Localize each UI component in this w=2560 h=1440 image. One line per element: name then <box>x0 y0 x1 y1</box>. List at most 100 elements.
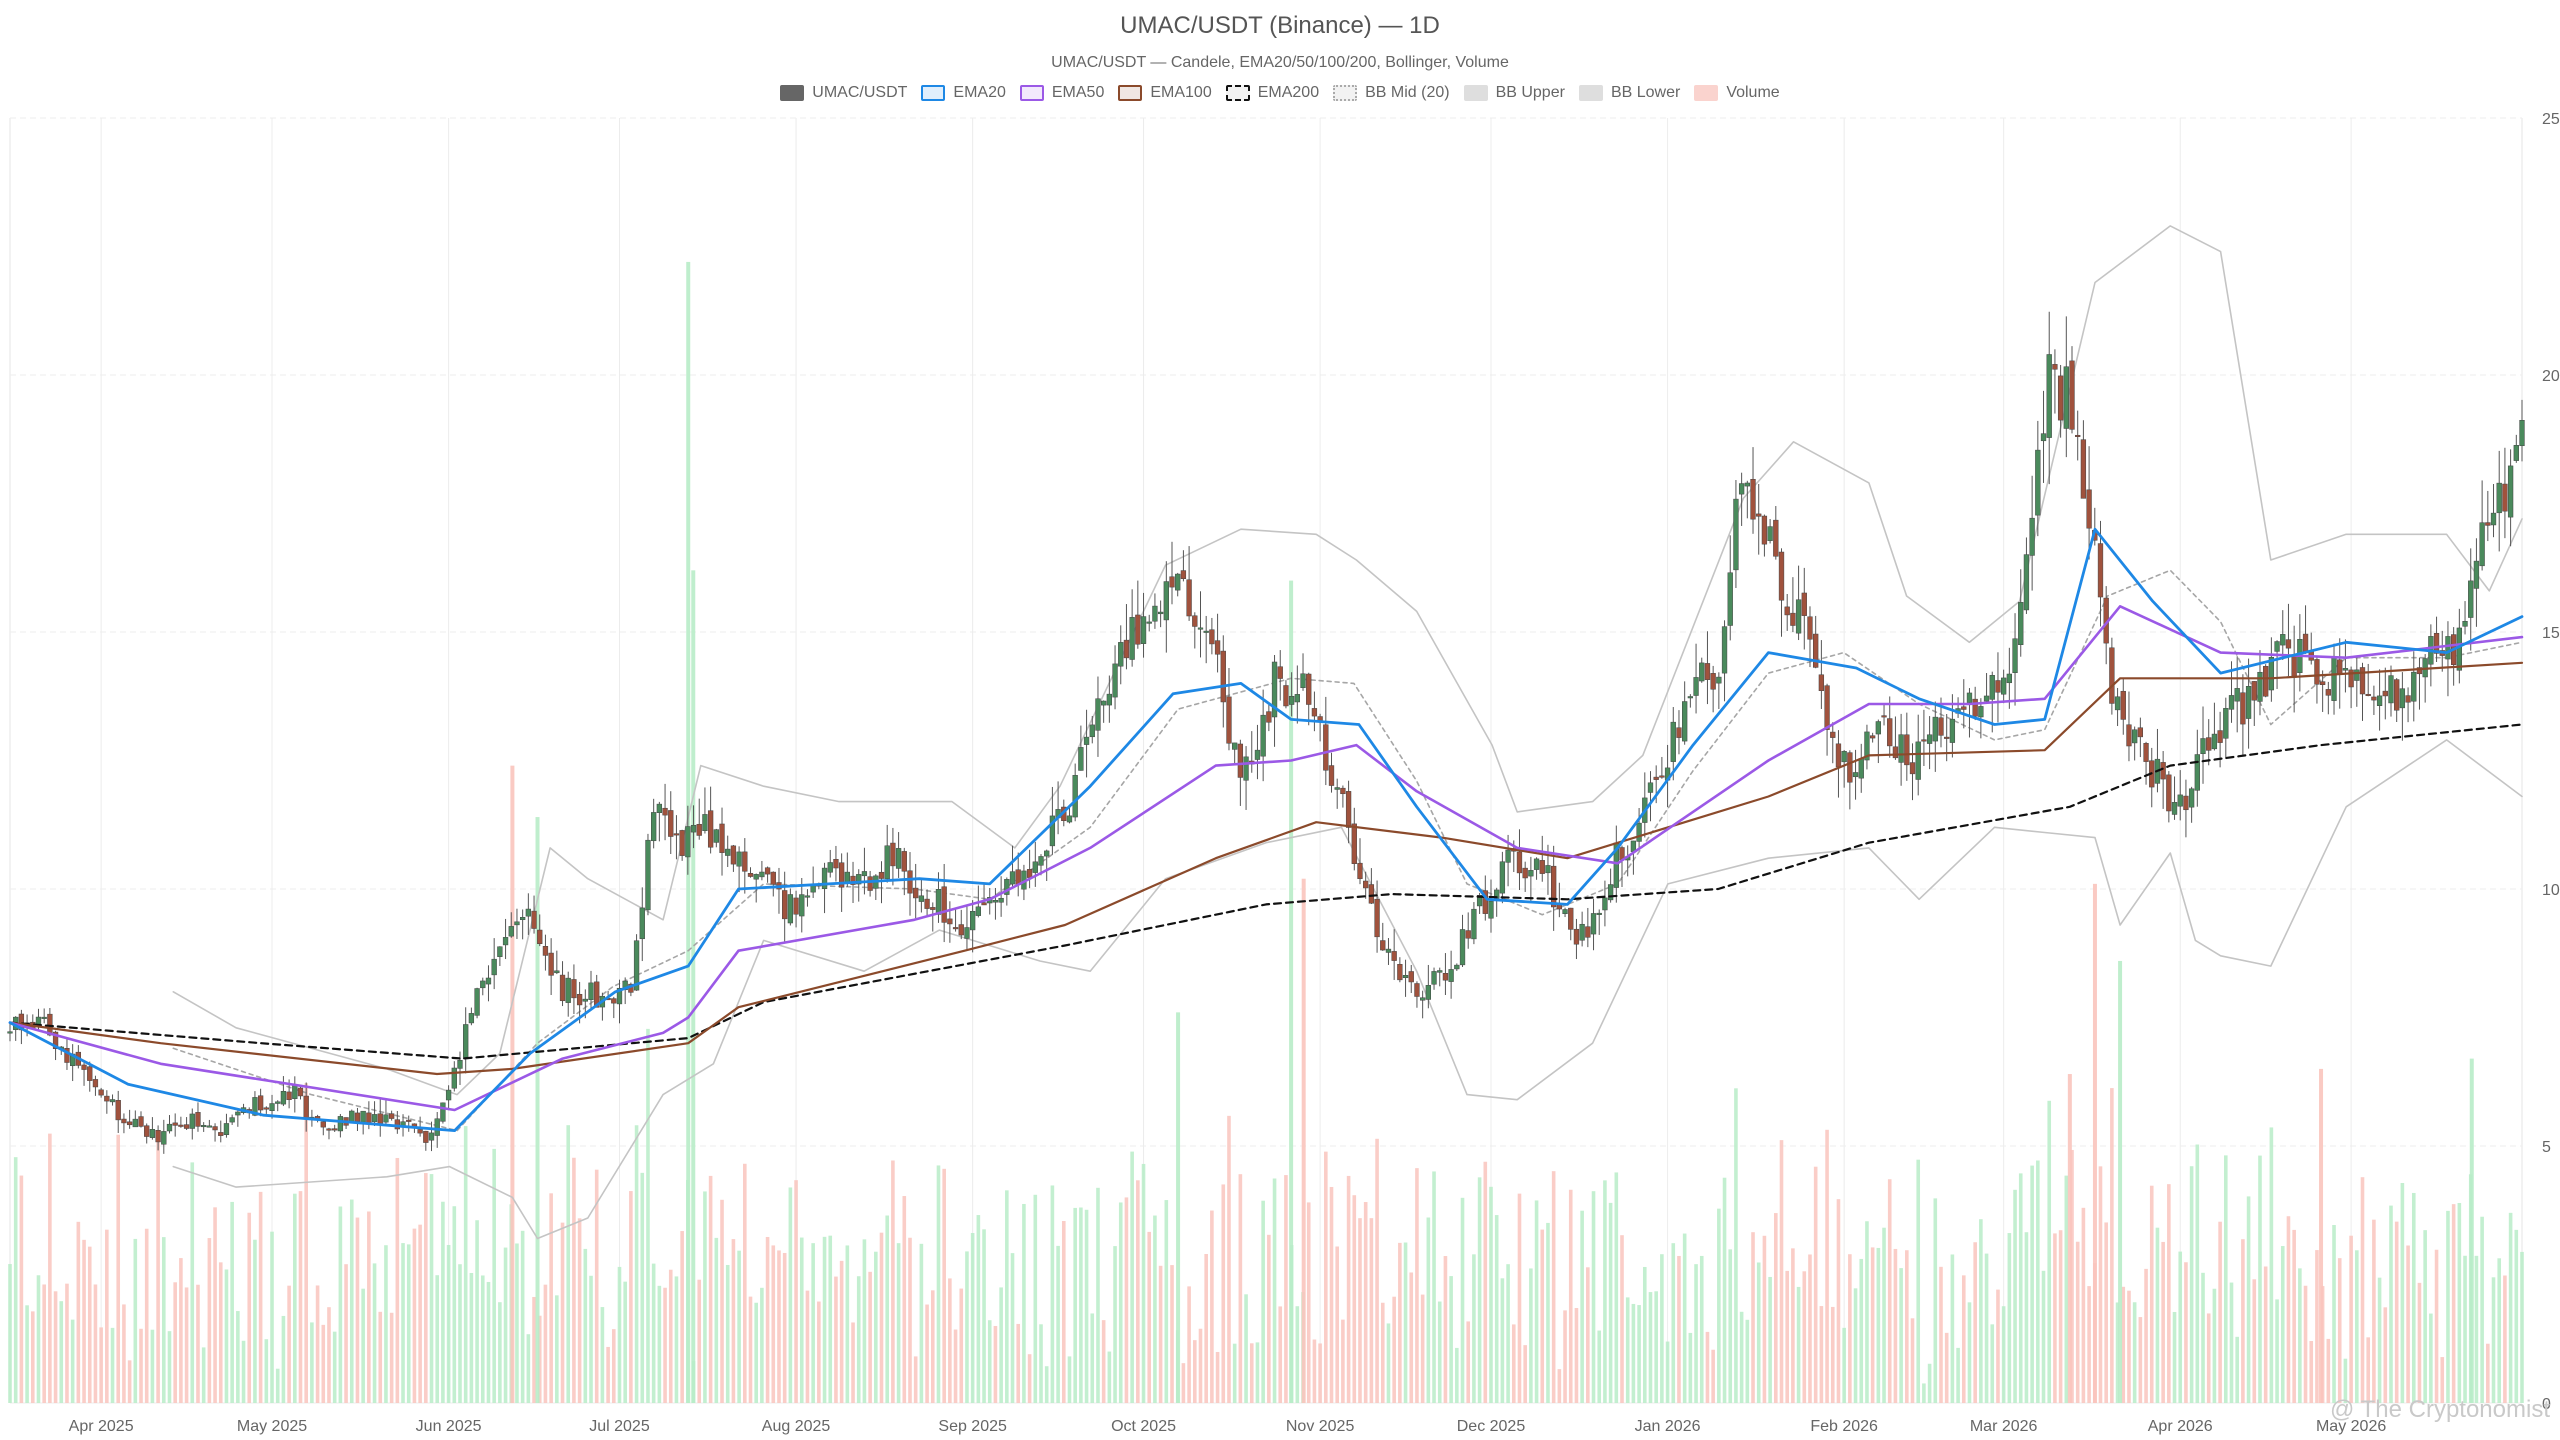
legend-item[interactable]: UMAC/USDT <box>780 84 907 102</box>
candle-body <box>1528 870 1534 877</box>
candle-body <box>440 1102 446 1122</box>
candle-body <box>1271 661 1278 718</box>
legend-item[interactable]: EMA50 <box>1019 84 1104 102</box>
volume-bar <box>452 1206 457 1403</box>
volume-bar <box>948 1278 952 1403</box>
candle-body <box>269 1103 275 1111</box>
volume-bar <box>2067 1074 2072 1403</box>
bb-lower-line <box>172 739 2523 1240</box>
candle-body <box>747 873 754 877</box>
candle-body <box>172 1122 178 1126</box>
candle-body <box>2342 668 2349 671</box>
candle-body <box>1676 727 1682 738</box>
volume-bar <box>144 1228 149 1403</box>
candle-body <box>2040 433 2047 442</box>
volume-bar <box>1808 1254 1812 1403</box>
legend-swatch <box>1694 85 1719 101</box>
candle-body <box>651 812 657 842</box>
volume-bar <box>874 1251 878 1403</box>
volume-bar <box>1272 1178 1277 1403</box>
candle-body <box>1180 570 1187 579</box>
candle-body <box>1083 736 1090 745</box>
volume-bar <box>754 1302 758 1403</box>
candle-body <box>92 1079 99 1088</box>
legend-item[interactable]: BB Mid (20) <box>1333 84 1450 102</box>
volume-bar <box>2309 1341 2314 1403</box>
legend-item[interactable]: EMA200 <box>1225 84 1319 102</box>
candle-body <box>2137 727 2144 738</box>
legend-item[interactable]: BB Lower <box>1578 84 1680 102</box>
volume-bar <box>1682 1233 1687 1403</box>
volume-bar <box>987 1320 992 1403</box>
volume-bar <box>2053 1233 2057 1403</box>
legend-item[interactable]: Volume <box>1694 84 1780 102</box>
volume-bar <box>1586 1267 1590 1403</box>
candle-body <box>1556 904 1563 910</box>
candle-body <box>1334 787 1340 790</box>
volume-bar <box>1631 1303 1636 1403</box>
volume-bar <box>1449 1276 1453 1403</box>
candle-body <box>2399 688 2406 709</box>
volume-bar <box>1033 1194 1038 1403</box>
candle-body <box>1670 721 1676 762</box>
volume-bar <box>2343 1358 2348 1403</box>
x-tick-label: Apr 2026 <box>2148 1418 2213 1435</box>
candle-body <box>514 921 520 926</box>
volume-bar <box>1751 1232 1755 1403</box>
volume-bar <box>241 1340 246 1403</box>
candle-body <box>2018 602 2024 646</box>
volume-bar <box>537 1315 542 1403</box>
candle-body <box>1841 751 1847 763</box>
volume-bar <box>1762 1235 1767 1403</box>
candle-body <box>1773 519 1779 557</box>
volume-bar <box>2229 1282 2234 1403</box>
candle-body <box>1163 581 1169 621</box>
volume-bar <box>110 1327 115 1403</box>
candle-body <box>1727 572 1733 626</box>
candle-body <box>2114 696 2121 711</box>
volume-bar <box>1437 1301 1442 1403</box>
candle-body <box>1978 706 1984 718</box>
candle-body <box>183 1124 190 1129</box>
volume-bar <box>2127 1290 2131 1403</box>
volume-bar <box>2001 1306 2006 1403</box>
volume-bar <box>25 1305 29 1403</box>
volume-bar <box>725 1264 730 1403</box>
candle-body <box>1898 734 1904 763</box>
legend-item[interactable]: EMA20 <box>921 84 1006 102</box>
candle-body <box>178 1124 184 1127</box>
candle-body <box>1551 865 1557 908</box>
volume-bar <box>629 1191 633 1403</box>
candle-body <box>2194 754 2200 791</box>
candle-body <box>1835 743 1842 768</box>
volume-bar <box>1529 1268 1533 1403</box>
candle-body <box>1032 861 1038 873</box>
candle-body <box>2479 522 2485 567</box>
ema200-line <box>8 723 2524 1060</box>
candle-body <box>1306 673 1312 705</box>
candle-body <box>924 898 930 909</box>
candle-body <box>935 888 942 915</box>
volume-bar <box>2246 1196 2251 1403</box>
candle-body <box>201 1125 207 1128</box>
volume-bar <box>13 1157 18 1403</box>
candle-body <box>1186 579 1192 617</box>
volume-bar <box>1927 1363 1932 1403</box>
legend-item[interactable]: EMA100 <box>1118 84 1212 102</box>
candle-body <box>1944 736 1950 739</box>
volume-bar <box>2104 1222 2108 1403</box>
volume-bar <box>1967 1302 1972 1403</box>
volume-bar <box>446 1244 451 1403</box>
x-tick-label: Dec 2025 <box>1457 1418 1526 1435</box>
volume-bar <box>1739 1311 1744 1403</box>
volume-bar <box>1472 1254 1476 1403</box>
volume-bar <box>1922 1383 1926 1403</box>
volume-bar <box>2110 1088 2114 1403</box>
legend-item[interactable]: BB Upper <box>1463 84 1565 102</box>
volume-bar <box>1278 1306 1283 1403</box>
candle-body <box>354 1112 361 1122</box>
y-tick-label: 15 <box>2542 625 2560 642</box>
candle-body <box>856 874 862 885</box>
volume-bar <box>697 1279 702 1403</box>
candle-body <box>1539 860 1545 874</box>
